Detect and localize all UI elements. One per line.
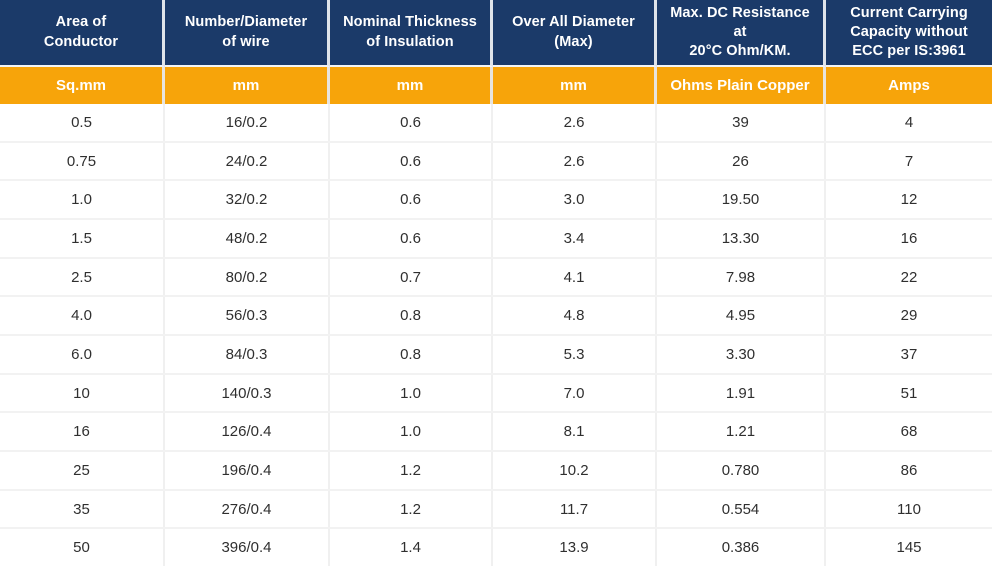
table-cell: 35 [0,490,165,528]
table-cell: 4.8 [493,297,657,335]
table-cell: 0.8 [330,297,493,335]
table-cell: 0.780 [657,452,826,489]
table-cell: 4.0 [0,297,165,335]
table-cell: 3.0 [493,181,657,219]
table-cell: 4.1 [493,258,657,296]
table-cell: 1.0 [330,374,493,412]
table-row: 0.75 24/0.2 0.6 2.6 26 7 [0,142,992,182]
table-cell: 68 [826,413,992,451]
table-cell: 1.4 [330,529,493,566]
table-cell: 4.95 [657,297,826,335]
table-cell: 56/0.3 [165,297,330,335]
table-cell: 32/0.2 [165,181,330,219]
table-cell: 3.30 [657,336,826,373]
table-cell: 16/0.2 [165,104,330,141]
table-cell: 7 [826,142,992,180]
table-row: 35 276/0.4 1.2 11.7 0.554 110 [0,490,992,530]
table-cell: 51 [826,374,992,412]
table-row: 25 196/0.4 1.2 10.2 0.780 86 [0,452,992,491]
table-cell: 0.554 [657,490,826,528]
table-cell: 37 [826,336,992,373]
unit-cell-mm-1: mm [165,67,330,104]
table-cell: 0.386 [657,529,826,566]
table-cell: 7.98 [657,258,826,296]
table-cell: 4 [826,104,992,141]
table-cell: 1.0 [0,181,165,219]
table-cell: 196/0.4 [165,452,330,489]
table-cell: 50 [0,529,165,566]
table-cell: 3.4 [493,220,657,257]
table-cell: 0.6 [330,104,493,141]
table-cell: 145 [826,529,992,566]
table-cell: 110 [826,490,992,528]
table-cell: 48/0.2 [165,220,330,257]
table-cell: 0.75 [0,142,165,180]
table-cell: 10.2 [493,452,657,489]
table-cell: 0.6 [330,220,493,257]
table-cell: 22 [826,258,992,296]
table-row: 0.5 16/0.2 0.6 2.6 39 4 [0,104,992,143]
table-cell: 11.7 [493,490,657,528]
table-cell: 16 [826,220,992,257]
table-cell: 29 [826,297,992,335]
table-cell: 2.6 [493,142,657,180]
table-units-row: Sq.mm mm mm mm Ohms Plain Copper Amps [0,67,992,104]
table-row: 4.0 56/0.3 0.8 4.8 4.95 29 [0,297,992,337]
unit-cell-mm-2: mm [330,67,493,104]
header-cell-current-capacity: Current Carrying Capacity without ECC pe… [826,0,992,67]
table-cell: 276/0.4 [165,490,330,528]
table-cell: 39 [657,104,826,141]
header-cell-number-diameter: Number/Diameter of wire [165,0,330,67]
unit-cell-sqmm: Sq.mm [0,67,165,104]
table-cell: 0.6 [330,142,493,180]
table-cell: 6.0 [0,336,165,373]
table-cell: 25 [0,452,165,489]
table-cell: 0.6 [330,181,493,219]
table-cell: 26 [657,142,826,180]
table-cell: 1.91 [657,374,826,412]
table-cell: 1.21 [657,413,826,451]
table-cell: 1.0 [330,413,493,451]
unit-cell-ohms-copper: Ohms Plain Copper [657,67,826,104]
table-cell: 0.8 [330,336,493,373]
table-cell: 2.5 [0,258,165,296]
table-cell: 13.30 [657,220,826,257]
table-cell: 140/0.3 [165,374,330,412]
header-cell-area-of-conductor: Area of Conductor [0,0,165,67]
table-cell: 1.5 [0,220,165,257]
table-cell: 126/0.4 [165,413,330,451]
table-cell: 8.1 [493,413,657,451]
table-row: 2.5 80/0.2 0.7 4.1 7.98 22 [0,258,992,298]
table-cell: 10 [0,374,165,412]
header-cell-dc-resistance: Max. DC Resistance at 20°C Ohm/KM. [657,0,826,67]
unit-cell-amps: Amps [826,67,992,104]
table-cell: 12 [826,181,992,219]
header-cell-overall-diameter: Over All Diameter (Max) [493,0,657,67]
table-cell: 0.7 [330,258,493,296]
table-cell: 0.5 [0,104,165,141]
table-row: 1.5 48/0.2 0.6 3.4 13.30 16 [0,220,992,259]
header-cell-nominal-thickness: Nominal Thickness of Insulation [330,0,493,67]
table-cell: 80/0.2 [165,258,330,296]
table-row: 1.0 32/0.2 0.6 3.0 19.50 12 [0,181,992,221]
table-cell: 86 [826,452,992,489]
table-cell: 5.3 [493,336,657,373]
table-cell: 7.0 [493,374,657,412]
table-cell: 13.9 [493,529,657,566]
table-row: 10 140/0.3 1.0 7.0 1.91 51 [0,374,992,414]
table-cell: 1.2 [330,452,493,489]
table-cell: 84/0.3 [165,336,330,373]
table-header-row: Area of Conductor Number/Diameter of wir… [0,0,992,67]
table-cell: 19.50 [657,181,826,219]
table-cell: 16 [0,413,165,451]
table-cell: 2.6 [493,104,657,141]
table-cell: 24/0.2 [165,142,330,180]
table-cell: 1.2 [330,490,493,528]
table-row: 50 396/0.4 1.4 13.9 0.386 145 [0,529,992,566]
table-row: 6.0 84/0.3 0.8 5.3 3.30 37 [0,336,992,375]
table-row: 16 126/0.4 1.0 8.1 1.21 68 [0,413,992,453]
table-cell: 396/0.4 [165,529,330,566]
unit-cell-mm-3: mm [493,67,657,104]
